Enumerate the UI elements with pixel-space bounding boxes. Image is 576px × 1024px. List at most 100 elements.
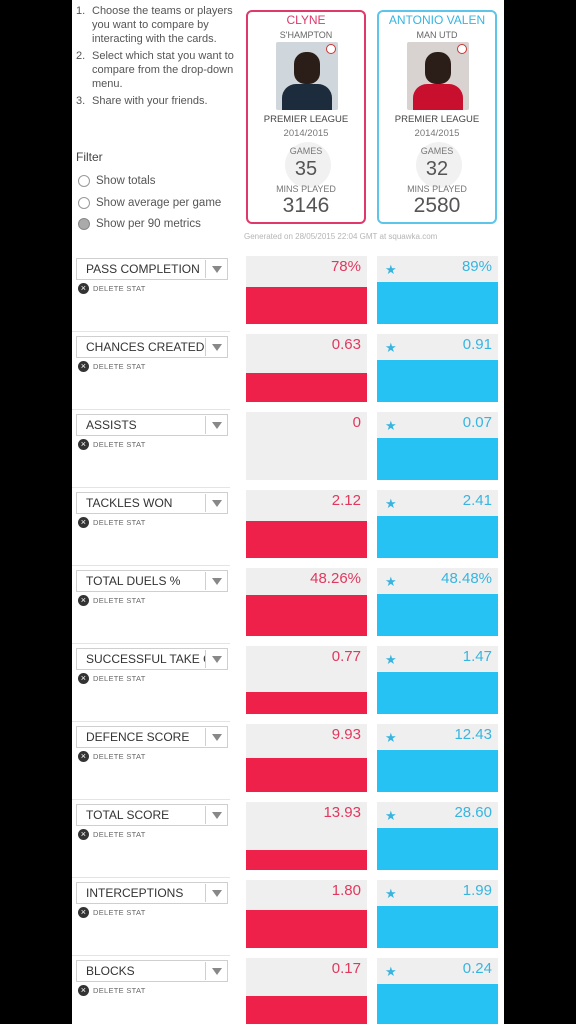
player1-stat-cell: 0.77 [246, 646, 367, 714]
stat-select[interactable]: SUCCESSFUL TAKE ON [76, 648, 228, 670]
stat-row: SUCCESSFUL TAKE ON × DELETE STAT 0.77 ★ 1.47 [72, 646, 504, 724]
player2-stat-bar [377, 984, 498, 1024]
player2-stat-value: 12.43 [454, 726, 492, 743]
player2-stat-cell: ★ 0.07 [377, 412, 498, 480]
radio-selected-icon[interactable] [78, 218, 90, 230]
stat-select-label: PASS COMPLETION [86, 262, 200, 276]
close-circle-icon[interactable]: × [78, 907, 89, 918]
chevron-down-icon[interactable] [206, 889, 227, 897]
close-circle-icon[interactable]: × [78, 595, 89, 606]
close-circle-icon[interactable]: × [78, 985, 89, 996]
stat-row: ASSISTS × DELETE STAT 0 ★ 0.07 [72, 412, 504, 490]
stat-select[interactable]: TOTAL SCORE [76, 804, 228, 826]
chevron-down-icon[interactable] [206, 733, 227, 741]
player2-stat-value: 28.60 [454, 804, 492, 821]
player-card-2[interactable]: ANTONIO VALEN MAN UTD PREMIER LEAGUE 201… [377, 10, 497, 224]
chevron-down-icon[interactable] [206, 265, 227, 273]
player2-stat-cell: ★ 1.99 [377, 880, 498, 948]
delete-stat-button[interactable]: × DELETE STAT [78, 985, 146, 996]
chevron-down-icon[interactable] [206, 343, 227, 351]
delete-stat-button[interactable]: × DELETE STAT [78, 361, 146, 372]
stat-select-label: SUCCESSFUL TAKE ON [86, 652, 205, 666]
chevron-down-icon[interactable] [206, 499, 227, 507]
star-icon: ★ [385, 652, 397, 667]
instruction-text: Choose the teams or players you want to … [92, 5, 233, 45]
games-label: GAMES [420, 146, 454, 156]
chevron-down-icon[interactable] [206, 577, 227, 585]
player2-stat-bar [377, 282, 498, 324]
stat-select-label: DEFENCE SCORE [86, 730, 190, 744]
player1-stat-value: 0 [352, 414, 361, 431]
filter-option-average[interactable]: Show average per game [78, 195, 221, 211]
close-circle-icon[interactable]: × [78, 751, 89, 762]
player1-stat-bar [246, 373, 367, 402]
stat-select[interactable]: BLOCKS [76, 960, 228, 982]
chevron-down-icon[interactable] [206, 655, 227, 663]
games-circle [285, 142, 331, 188]
player1-stat-cell: 0 [246, 412, 367, 480]
chevron-down-icon[interactable] [206, 421, 227, 429]
close-circle-icon[interactable]: × [78, 361, 89, 372]
player1-stat-cell: 78% [246, 256, 367, 324]
generated-note: Generated on 28/05/2015 22:04 GMT at squ… [244, 232, 438, 241]
games-label: GAMES [289, 146, 323, 156]
player1-stat-bar [246, 910, 367, 948]
instruction-text: Share with your friends. [92, 95, 208, 107]
close-circle-icon[interactable]: × [78, 517, 89, 528]
delete-stat-button[interactable]: × DELETE STAT [78, 829, 146, 840]
instruction-item: 3. Share with your friends. [76, 95, 208, 107]
stat-select[interactable]: TACKLES WON [76, 492, 228, 514]
close-circle-icon[interactable]: × [78, 673, 89, 684]
player1-stat-bar [246, 287, 367, 324]
radio-icon[interactable] [78, 175, 90, 187]
player1-stat-bar [246, 758, 367, 792]
delete-stat-label: DELETE STAT [93, 284, 146, 293]
player2-stat-bar [377, 828, 498, 870]
filter-option-per90[interactable]: Show per 90 metrics [78, 216, 201, 232]
player2-stat-cell: ★ 0.24 [377, 958, 498, 1024]
filter-option-totals[interactable]: Show totals [78, 173, 155, 189]
delete-stat-button[interactable]: × DELETE STAT [78, 439, 146, 450]
chevron-down-icon[interactable] [206, 967, 227, 975]
stat-row: TOTAL DUELS % × DELETE STAT 48.26% ★ 48.48% [72, 568, 504, 646]
games-circle [416, 142, 462, 188]
player2-stat-cell: ★ 28.60 [377, 802, 498, 870]
stat-select[interactable]: PASS COMPLETION [76, 258, 228, 280]
close-circle-icon[interactable]: × [78, 439, 89, 450]
player1-stat-bar [246, 996, 367, 1024]
delete-stat-button[interactable]: × DELETE STAT [78, 517, 146, 528]
player2-stat-cell: ★ 89% [377, 256, 498, 324]
stat-row: INTERCEPTIONS × DELETE STAT 1.80 ★ 1.99 [72, 880, 504, 958]
delete-stat-button[interactable]: × DELETE STAT [78, 595, 146, 606]
chevron-down-icon[interactable] [206, 811, 227, 819]
player-card-1[interactable]: CLYNE S'HAMPTON PREMIER LEAGUE 2014/2015… [246, 10, 366, 224]
star-icon: ★ [385, 964, 397, 979]
stat-select[interactable]: DEFENCE SCORE [76, 726, 228, 748]
stat-select-label: TOTAL DUELS % [86, 574, 181, 588]
stat-select[interactable]: TOTAL DUELS % [76, 570, 228, 592]
stat-select[interactable]: ASSISTS [76, 414, 228, 436]
delete-stat-button[interactable]: × DELETE STAT [78, 751, 146, 762]
player1-stat-value: 1.80 [331, 882, 361, 899]
player-name: CLYNE [286, 13, 326, 27]
delete-stat-button[interactable]: × DELETE STAT [78, 673, 146, 684]
close-circle-icon[interactable]: × [78, 283, 89, 294]
team-crest-icon [326, 44, 336, 54]
delete-stat-button[interactable]: × DELETE STAT [78, 283, 146, 294]
delete-stat-button[interactable]: × DELETE STAT [78, 907, 146, 918]
player2-stat-bar [377, 750, 498, 792]
player2-stat-bar [377, 672, 498, 714]
close-circle-icon[interactable]: × [78, 829, 89, 840]
player1-stat-bar [246, 595, 367, 636]
player2-stat-bar [377, 516, 498, 558]
player2-stat-cell: ★ 1.47 [377, 646, 498, 714]
player2-stat-value: 48.48% [441, 570, 492, 587]
stat-select[interactable]: INTERCEPTIONS [76, 882, 228, 904]
filter-title: Filter [76, 150, 103, 164]
delete-stat-label: DELETE STAT [93, 908, 146, 917]
player2-stat-value: 1.99 [462, 882, 492, 899]
player2-stat-bar [377, 360, 498, 402]
radio-icon[interactable] [78, 197, 90, 209]
star-icon: ★ [385, 886, 397, 901]
stat-select[interactable]: CHANCES CREATED [76, 336, 228, 358]
